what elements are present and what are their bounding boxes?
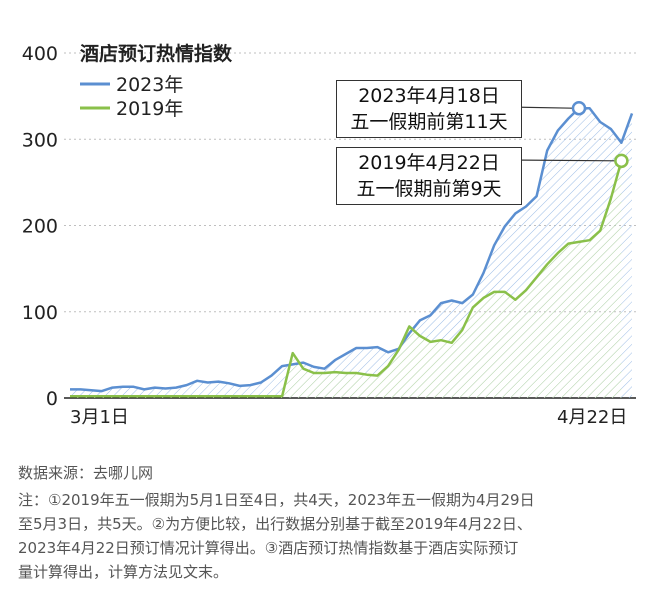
y-tick-label: 300 [22,129,58,151]
callout-2019-desc: 五一假期前第9天 [356,178,502,200]
highlight-markers [507,100,629,169]
chart-title: 酒店预订热情指数 [80,42,233,65]
x-end-label: 4月22日 [557,407,627,428]
footnote-line: 2023年4月22日预订情况计算得出。③酒店预订热情指数基于酒店实际预订 [18,539,519,557]
callout-2023-desc: 五一假期前第11天 [350,111,508,133]
y-axis-ticks: 0 100 200 300 400 [22,43,58,410]
y-tick-label: 0 [46,388,58,410]
legend-label: 2019年 [116,98,183,120]
callout-2019-peak: 2019年4月22日 五一假期前第9天 [336,147,522,205]
series-line-1 [70,160,623,398]
x-start-label: 3月1日 [70,407,129,428]
footnote-line: 注：①2019年五一假期为5月1日至4日，共4天，2023年五一假期为4月29日 [18,491,535,509]
y-tick-label: 200 [22,216,58,238]
series-areas [70,108,632,398]
series-area-1 [70,160,622,398]
marker-2023-peak [571,100,587,116]
footnote-line: 量计算得出，计算方法见文末。 [18,563,229,581]
legend-label: 2023年 [116,74,183,96]
y-tick-label: 100 [22,302,58,324]
footnote-line: 至5月3日，共5天。②为方便比较，出行数据分别基于截至2019年4月22日、 [18,515,532,533]
callout-2019-date: 2019年4月22日 [358,152,500,174]
series-lines [70,106,634,398]
y-tick-label: 400 [22,43,58,65]
data-source: 数据来源：去哪儿网 [18,464,154,482]
callout-2023-peak: 2023年4月18日 五一假期前第11天 [336,80,522,138]
series-line-0 [70,106,634,393]
footnote: 注：①2019年五一假期为5月1日至4日，共4天，2023年五一假期为4月29日… [18,488,648,584]
callout-leader-2019 [507,159,616,162]
marker-2019-end [614,153,629,169]
callout-2023-date: 2023年4月18日 [358,85,500,107]
